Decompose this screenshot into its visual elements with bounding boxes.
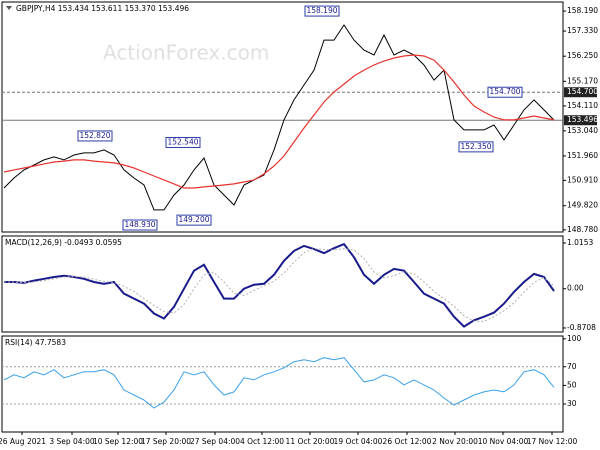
series-line [3,54,555,189]
series-line [4,248,555,322]
y-tick-label: 156.250 [567,51,598,60]
x-tick-label: 10 Sep 12:00 [93,437,143,446]
annotation-label: 149.200 [178,215,209,224]
price-label-box [564,87,597,98]
y-tick-label: -0.8708 [567,323,596,332]
x-tick-label: 26 Oct 12:00 [383,437,432,446]
annotation-box [77,130,113,142]
x-tick-label: 27 Sep 04:00 [190,437,240,446]
x-tick-label: 19 Oct 04:00 [334,437,383,446]
y-tick-label: 50 [567,380,577,389]
y-tick-label: 1.0153 [567,238,593,247]
panel-title: RSI(14) 47.7583 [5,338,66,347]
annotation-box [487,86,523,98]
y-tick-label: 157.330 [567,26,598,35]
series-line [4,242,555,328]
x-tick-label: 17 Nov 12:00 [527,437,578,446]
watermark: ActionForex.com [103,41,269,65]
series-line [3,24,555,211]
macd-panel [1,235,564,333]
annotation-box [176,214,212,226]
y-tick-label: 153.040 [567,126,598,135]
x-tick-label: 26 Aug 2021 [0,437,46,446]
y-tick-label: 155.170 [567,76,598,85]
annotation-label: 152.820 [79,131,110,140]
annotation-box [165,136,201,148]
rsi-panel [1,335,564,433]
price-panel [1,1,564,233]
y-tick-label: 151.960 [567,151,598,160]
x-tick-label: 3 Sep 04:00 [49,437,95,446]
x-tick-label: 10 Nov 04:00 [478,437,529,446]
annotation-label: 148.930 [124,220,155,229]
y-tick-label: 154.110 [567,101,598,110]
series-line [3,357,555,409]
price-label: 153.496 [567,115,598,124]
annotation-label: 152.540 [167,137,198,146]
price-label: 154.700 [567,87,598,96]
y-tick-label: 149.820 [567,201,598,210]
annotation-label: 158.190 [306,6,337,15]
annotation-box [304,5,340,17]
annotation-box [458,141,494,153]
annotation-label: 154.700 [489,87,520,96]
panel-title: MACD(12,26,9) -0.0493 0.0595 [5,238,122,247]
x-tick-label: 2 Nov 20:00 [432,437,478,446]
x-tick-label: 17 Sep 20:00 [141,437,191,446]
price-label-box [564,115,597,126]
y-tick-label: 70 [567,362,577,371]
x-tick-label: 4 Oct 12:00 [240,437,284,446]
annotation-label: 152.350 [460,142,491,151]
y-tick-label: 100 [567,334,582,343]
annotation-box [122,219,158,231]
y-tick-label: 148.780 [567,225,598,234]
y-tick-label: 30 [567,399,577,408]
y-tick-label: 158.190 [567,6,598,15]
y-tick-label: 150.910 [567,175,598,184]
collapse-icon [6,6,12,10]
y-tick-label: 0.00 [567,284,584,293]
panel-title: GBPJPY,H4 153.434 153.611 153.370 153.49… [16,4,189,13]
x-tick-label: 11 Oct 20:00 [286,437,335,446]
